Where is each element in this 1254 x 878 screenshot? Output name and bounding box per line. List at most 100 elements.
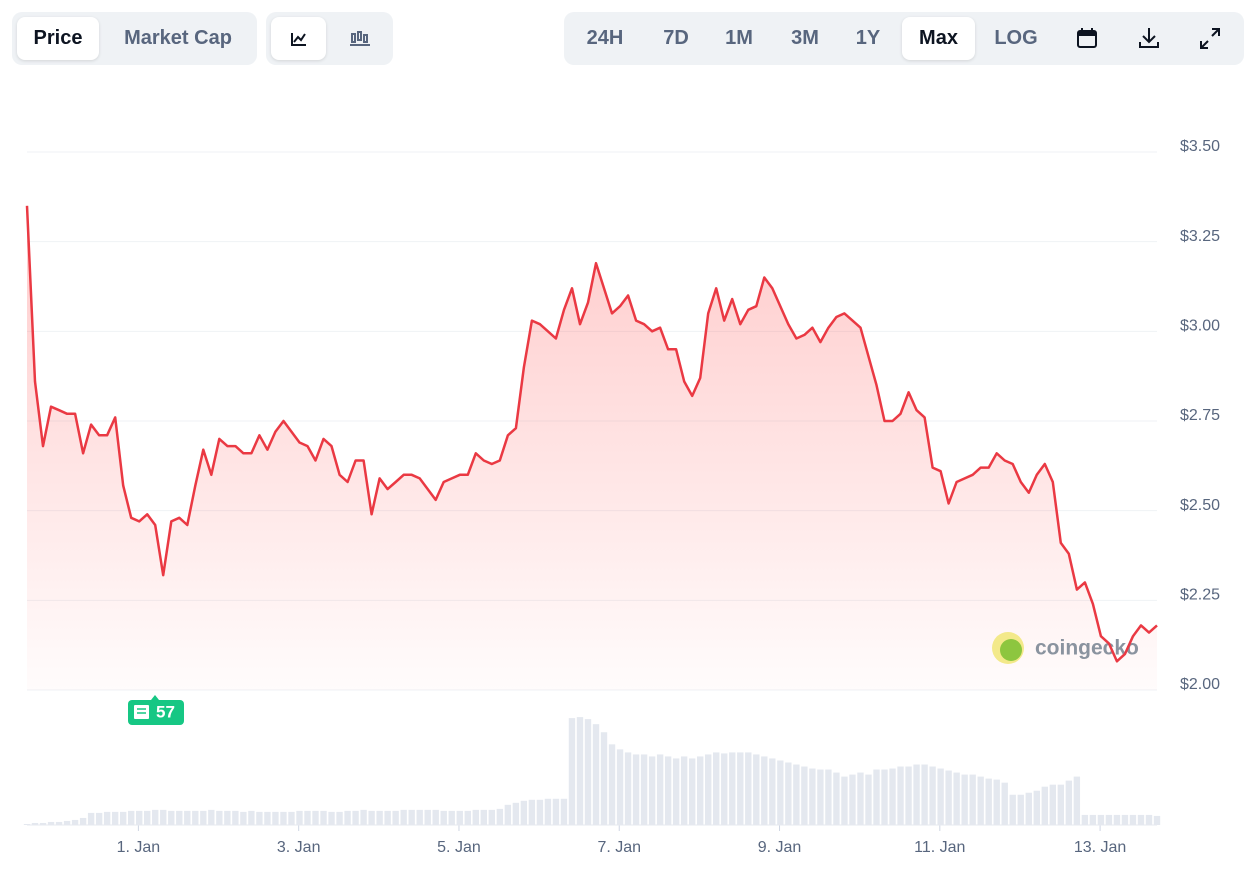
market-cap-button[interactable]: Market Cap — [124, 27, 232, 49]
volume-bar — [857, 772, 864, 825]
volume-bar — [1025, 792, 1032, 825]
volume-bar — [568, 718, 576, 825]
volume-bar — [47, 821, 55, 825]
volume-bar — [512, 802, 520, 825]
volume-bar — [873, 769, 880, 825]
x-tick-label: 1. Jan — [117, 839, 161, 856]
volume-bar — [993, 779, 1000, 825]
x-tick-label: 13. Jan — [1074, 839, 1126, 856]
volume-bar — [376, 810, 383, 825]
volume-bar — [632, 754, 640, 825]
volume-bar — [721, 753, 728, 825]
volume-bar — [576, 717, 584, 825]
fullscreen-button[interactable] — [1185, 17, 1235, 60]
range-button[interactable]: 3M — [791, 27, 819, 49]
volume-bar — [905, 766, 912, 825]
range-toggle: 24H 7D 1M 3M 1Y Max LOG — [564, 12, 1244, 65]
volume-bar — [833, 772, 840, 825]
volume-bar — [87, 812, 95, 825]
view-toggle: Price Market Cap — [12, 12, 257, 65]
y-tick-label: $2.75 — [1180, 407, 1220, 424]
volume-bar — [480, 809, 487, 825]
volume-bar — [168, 810, 175, 825]
volume-bar — [39, 822, 47, 825]
volume-bar — [280, 811, 287, 825]
candle-chart-button[interactable] — [332, 17, 387, 60]
volume-bar — [208, 809, 215, 825]
volume-bar — [136, 810, 143, 825]
volume-bar — [865, 774, 872, 825]
range-button[interactable]: 1Y — [855, 27, 881, 49]
y-tick-label: $2.00 — [1180, 676, 1220, 693]
y-tick-label: $2.50 — [1180, 497, 1220, 514]
range-button[interactable]: 24H — [586, 27, 624, 49]
volume-bar — [248, 810, 255, 825]
volume-bar — [937, 768, 944, 825]
range-button[interactable]: 1M — [725, 27, 753, 49]
volume-bar — [616, 749, 624, 825]
y-tick-label: $2.25 — [1180, 587, 1220, 604]
volume-bar — [849, 774, 856, 825]
volume-bar — [304, 810, 311, 825]
volume-bar — [144, 810, 151, 825]
volume-bar — [801, 766, 808, 825]
volume-bar — [1113, 814, 1121, 825]
volume-bar — [705, 754, 712, 825]
volume-bar — [296, 810, 303, 825]
price-button[interactable]: Price — [17, 17, 99, 60]
volume-bar — [769, 758, 776, 825]
volume-bar — [384, 810, 391, 825]
range-button[interactable]: Max — [902, 17, 975, 60]
volume-bar — [256, 811, 263, 825]
price-line — [25, 205, 1158, 663]
download-button[interactable] — [1124, 17, 1174, 60]
volume-bar — [504, 804, 512, 825]
candle-icon — [350, 31, 370, 46]
chart-style-toggle — [266, 12, 393, 65]
volume-bar — [496, 808, 504, 825]
volume-bar — [624, 752, 632, 825]
volume-bar — [23, 823, 31, 825]
volume-bar — [448, 810, 455, 825]
line-chart-button[interactable] — [271, 17, 326, 60]
volume-bar — [408, 809, 415, 825]
volume-bar — [79, 817, 87, 825]
volume-bar — [63, 820, 71, 825]
volume-bar — [111, 811, 119, 825]
volume-bar — [1033, 790, 1040, 825]
news-count: 57 — [156, 702, 175, 721]
volume-bar — [344, 810, 351, 825]
volume-bar — [336, 811, 343, 825]
x-tick-label: 3. Jan — [277, 839, 321, 856]
calendar-button[interactable] — [1062, 17, 1112, 60]
volume-bar — [528, 799, 536, 825]
range-button[interactable]: 7D — [663, 27, 689, 49]
volume-bar — [71, 819, 79, 825]
volume-bar — [95, 812, 103, 825]
volume-bar — [656, 754, 664, 825]
volume-bar — [1017, 794, 1024, 825]
volume-bar — [897, 766, 904, 825]
line-icon — [291, 33, 306, 46]
volume-bar — [1121, 814, 1129, 825]
volume-bar — [825, 769, 832, 825]
log-button[interactable]: LOG — [994, 27, 1038, 49]
volume-bar — [456, 810, 463, 825]
y-tick-label: $3.25 — [1180, 228, 1220, 245]
volume-bar — [464, 810, 471, 825]
volume-bar — [1065, 780, 1073, 825]
news-badge: 57 — [128, 695, 184, 725]
volume-bar — [416, 809, 423, 825]
fullscreen-icon — [1200, 28, 1220, 49]
volume-bar — [184, 810, 191, 825]
volume-bar — [648, 756, 656, 825]
volume-bar — [216, 810, 223, 825]
volume-bar — [200, 810, 207, 825]
volume-bar — [841, 776, 848, 825]
volume-bar — [913, 764, 920, 825]
volume-bar — [55, 821, 63, 825]
volume-bar — [664, 756, 672, 825]
volume-bar — [1153, 815, 1161, 825]
volume-bar — [472, 809, 479, 825]
